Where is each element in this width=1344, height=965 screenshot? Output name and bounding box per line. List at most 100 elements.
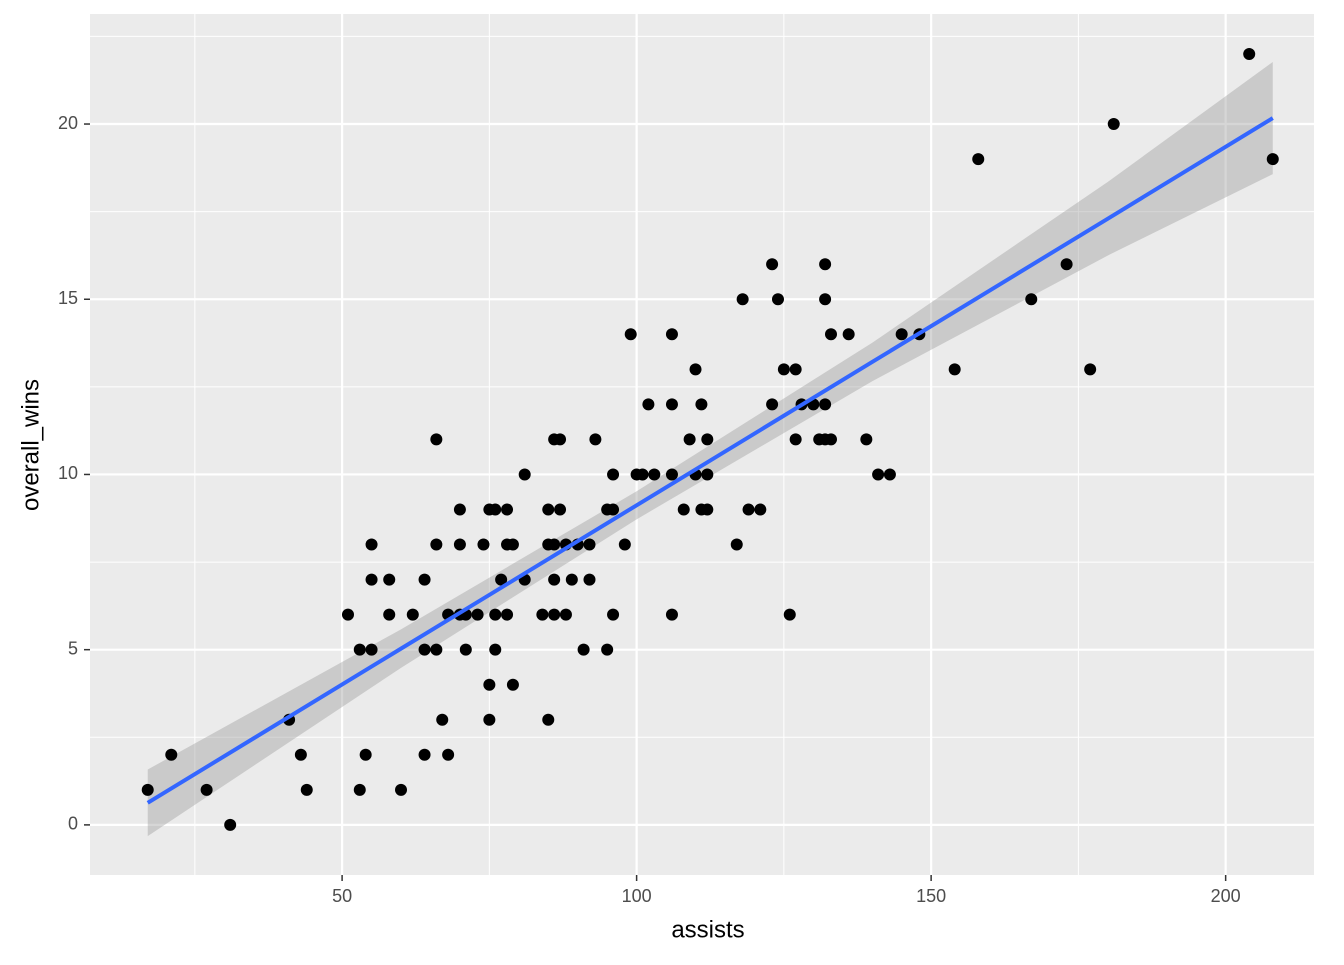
point	[489, 503, 502, 516]
point	[565, 573, 578, 586]
point	[589, 433, 602, 446]
point	[542, 503, 555, 516]
point	[618, 538, 631, 551]
point	[842, 328, 855, 341]
y-tick-label: 0	[68, 814, 78, 834]
point	[972, 153, 985, 166]
point	[789, 433, 802, 446]
point	[872, 468, 885, 481]
point	[353, 783, 366, 796]
point	[353, 643, 366, 656]
point	[200, 783, 213, 796]
point	[665, 608, 678, 621]
point	[554, 433, 567, 446]
point	[383, 608, 396, 621]
point	[783, 608, 796, 621]
point	[1107, 118, 1120, 131]
point	[430, 538, 443, 551]
point	[430, 643, 443, 656]
point	[824, 433, 837, 446]
x-tick-label: 150	[916, 886, 946, 906]
point	[365, 538, 378, 551]
point	[766, 398, 779, 411]
point	[701, 468, 714, 481]
point	[736, 293, 749, 306]
point	[1243, 47, 1256, 60]
point	[459, 643, 472, 656]
point	[766, 258, 779, 271]
confidence-band	[147, 62, 1273, 837]
point	[948, 363, 961, 376]
point	[665, 398, 678, 411]
y-tick-label: 20	[58, 113, 78, 133]
point	[341, 608, 354, 621]
point	[483, 713, 496, 726]
point	[418, 748, 431, 761]
point	[536, 608, 549, 621]
point	[701, 503, 714, 516]
point	[359, 748, 372, 761]
point	[895, 328, 908, 341]
point	[860, 433, 873, 446]
point	[636, 468, 649, 481]
point	[754, 503, 767, 516]
point	[583, 538, 596, 551]
point	[789, 363, 802, 376]
point	[701, 433, 714, 446]
y-axis-title: overall_wins	[17, 379, 44, 511]
point	[495, 573, 508, 586]
point	[542, 713, 555, 726]
point	[383, 573, 396, 586]
point	[742, 503, 755, 516]
point	[695, 398, 708, 411]
point	[418, 573, 431, 586]
point	[1060, 258, 1073, 271]
point	[665, 328, 678, 341]
point	[819, 398, 832, 411]
point	[477, 538, 490, 551]
point	[365, 643, 378, 656]
point	[489, 643, 502, 656]
x-tick-label: 50	[332, 886, 352, 906]
point	[777, 363, 790, 376]
panel	[90, 14, 1314, 875]
point	[554, 503, 567, 516]
point	[506, 538, 519, 551]
point	[683, 433, 696, 446]
point	[294, 748, 307, 761]
point	[518, 468, 531, 481]
fit-line	[146, 116, 1274, 805]
point	[665, 468, 678, 481]
point	[418, 643, 431, 656]
point	[406, 608, 419, 621]
point	[501, 503, 514, 516]
point	[1025, 293, 1038, 306]
point	[548, 573, 561, 586]
point	[365, 573, 378, 586]
x-tick-label: 100	[622, 886, 652, 906]
point	[506, 678, 519, 691]
point	[471, 608, 484, 621]
point	[548, 538, 561, 551]
point	[1084, 363, 1097, 376]
point	[624, 328, 637, 341]
x-axis-title: assists	[671, 916, 744, 943]
point	[771, 293, 784, 306]
point	[607, 608, 620, 621]
point	[577, 643, 590, 656]
point	[730, 538, 743, 551]
point	[824, 328, 837, 341]
point	[483, 678, 496, 691]
y-tick-label: 15	[58, 288, 78, 308]
point	[601, 643, 614, 656]
x-tick-label: 200	[1211, 886, 1241, 906]
point	[300, 783, 313, 796]
point	[1266, 153, 1279, 166]
point	[819, 293, 832, 306]
point	[442, 748, 455, 761]
point	[583, 573, 596, 586]
point	[453, 538, 466, 551]
point	[677, 503, 690, 516]
point	[607, 468, 620, 481]
